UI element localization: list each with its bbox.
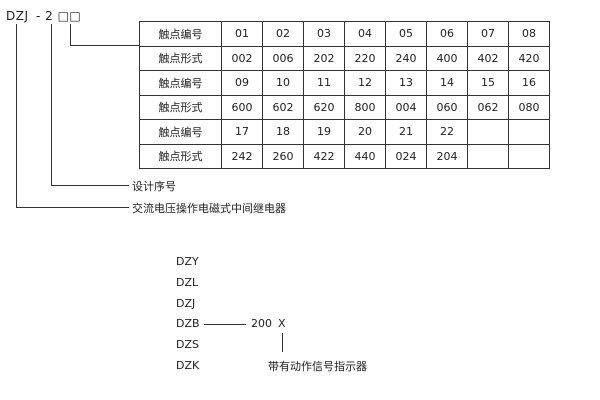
suffix-connector [282,333,283,352]
row-label: 触点编号 [139,21,222,47]
table-cell: 05 [385,21,427,47]
table-cell [508,143,550,169]
table-cell: 204 [426,143,468,169]
table-cell: 21 [385,119,427,145]
table-cell: 14 [426,70,468,96]
contact-table: 触点编号 01 02 03 04 05 06 07 08 触点形式 002 006 202 220 240 4… [139,21,550,169]
row-label: 触点形式 [139,45,222,71]
connector-type-h [16,207,129,208]
table-cell: 13 [385,70,427,96]
table-cell: 02 [262,21,304,47]
table-cell: 16 [508,70,550,96]
series-item: DZY [176,255,199,268]
table-cell: 06 [426,21,468,47]
table-cell: 400 [426,45,468,71]
table-cell: 01 [221,21,263,47]
table-cell: 422 [303,143,345,169]
series-code-suffix: X [278,317,286,330]
row-label: 触点形式 [139,94,222,120]
table-cell: 062 [467,94,509,120]
connector-box [70,24,71,46]
table-cell: 03 [303,21,345,47]
table-cell: 17 [221,119,263,145]
model-prefix: DZJ [6,9,29,23]
table-cell: 006 [262,45,304,71]
table-cell: 800 [344,94,386,120]
table-row: 触点形式 600 602 620 800 004 060 062 080 [139,94,550,120]
series-connector [204,324,246,325]
connector-box-h [70,45,139,46]
row-label: 触点编号 [139,119,222,145]
table-cell [467,143,509,169]
relay-type-label: 交流电压操作电磁式中间继电器 [132,202,286,215]
connector-type [16,24,17,208]
connector-design [51,24,52,186]
table-cell [467,119,509,145]
table-cell: 11 [303,70,345,96]
table-cell: 402 [467,45,509,71]
table-cell: 260 [262,143,304,169]
suffix-note: 带有动作信号指示器 [268,360,367,373]
table-cell: 22 [426,119,468,145]
table-row: 触点编号 17 18 19 20 21 22 [139,119,550,145]
table-cell: 240 [385,45,427,71]
table-cell: 12 [344,70,386,96]
table-cell: 19 [303,119,345,145]
table-cell: 202 [303,45,345,71]
row-label: 触点形式 [139,143,222,169]
row-label: 触点编号 [139,70,222,96]
model-suffix: - 2 □□ [36,9,82,23]
table-cell: 242 [221,143,263,169]
table-cell: 440 [344,143,386,169]
table-cell: 620 [303,94,345,120]
table-cell: 024 [385,143,427,169]
table-cell: 18 [262,119,304,145]
table-cell: 09 [221,70,263,96]
series-code: 200 [251,317,272,330]
table-cell: 602 [262,94,304,120]
table-cell: 004 [385,94,427,120]
series-item: DZL [176,275,199,289]
table-cell: 220 [344,45,386,71]
table-cell: 07 [467,21,509,47]
table-cell: 10 [262,70,304,96]
table-cell: 002 [221,45,263,71]
connector-design-h [51,185,129,186]
design-no-label: 设计序号 [132,180,176,193]
table-cell: 20 [344,119,386,145]
series-item: DZJ [176,296,196,310]
table-row: 触点编号 09 10 11 12 13 14 15 16 [139,70,550,96]
table-cell: 08 [508,21,550,47]
table-cell: 080 [508,94,550,120]
table-cell: 04 [344,21,386,47]
table-cell: 15 [467,70,509,96]
table-cell: 600 [221,94,263,120]
series-item: DZK [176,359,200,372]
table-cell: 420 [508,45,550,71]
table-row: 触点形式 242 260 422 440 024 204 [139,143,550,169]
table-row: 触点编号 01 02 03 04 05 06 07 08 [139,21,550,47]
table-cell [508,119,550,145]
series-item: DZB [176,317,200,331]
table-row: 触点形式 002 006 202 220 240 400 402 420 [139,45,550,71]
series-item: DZS [176,338,199,352]
table-cell: 060 [426,94,468,120]
